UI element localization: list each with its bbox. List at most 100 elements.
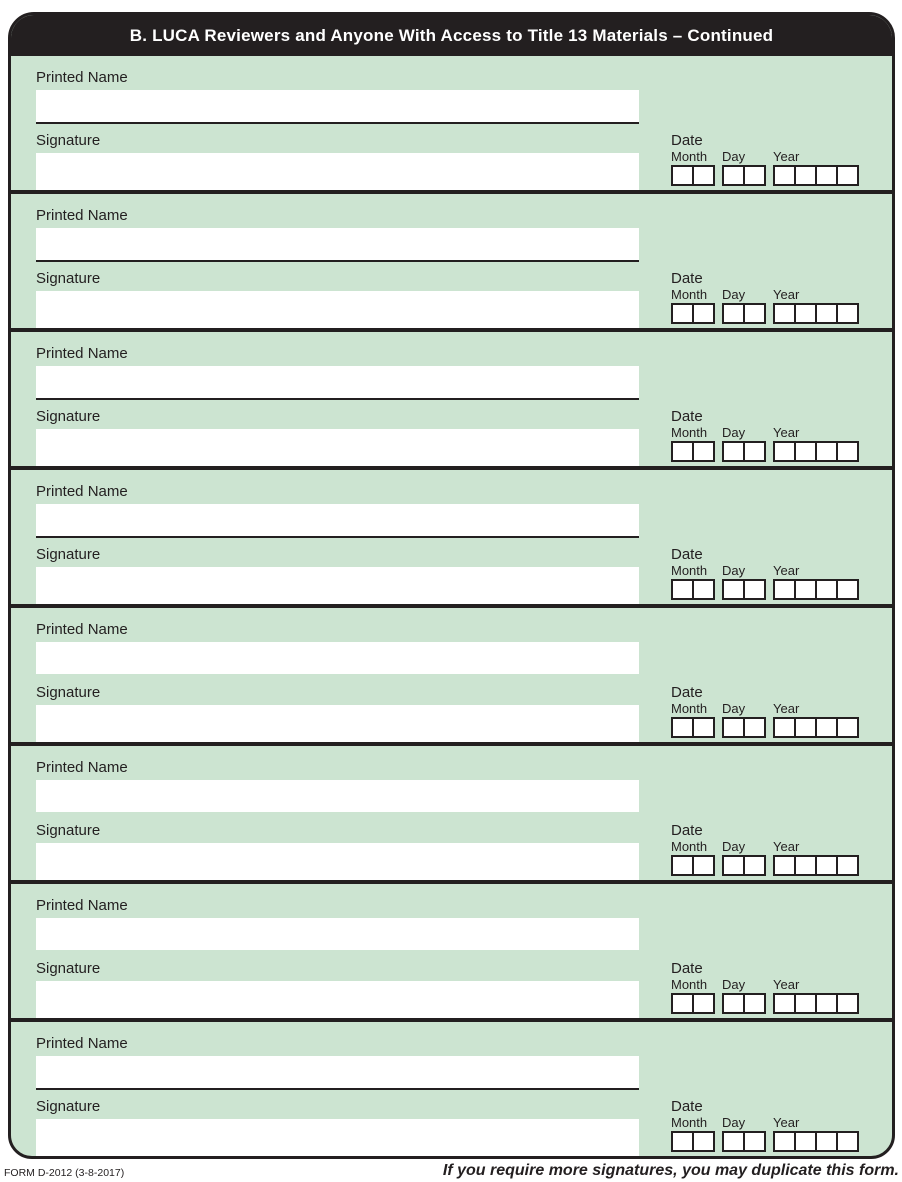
year-label: Year: [773, 149, 800, 164]
month-digit-box[interactable]: [692, 303, 715, 324]
day-digit-box[interactable]: [743, 1131, 766, 1152]
year-digit-box[interactable]: [794, 441, 817, 462]
day-label: Day: [722, 149, 746, 164]
day-digit-box[interactable]: [743, 303, 766, 324]
year-digit-box[interactable]: [836, 993, 859, 1014]
month-digit-box[interactable]: [671, 1131, 694, 1152]
year-digit-box[interactable]: [794, 579, 817, 600]
month-digit-box[interactable]: [692, 855, 715, 876]
month-label: Month: [671, 839, 708, 854]
year-digit-box[interactable]: [773, 441, 796, 462]
printed-name-input[interactable]: [36, 90, 639, 124]
signature-block: Printed Name Signature Date Month Day Ye…: [11, 56, 892, 190]
printed-name-label: Printed Name: [36, 897, 128, 914]
year-digit-box[interactable]: [815, 993, 838, 1014]
signature-input[interactable]: [36, 843, 639, 880]
year-digit-box[interactable]: [815, 579, 838, 600]
signature-input[interactable]: [36, 429, 639, 466]
year-digit-box[interactable]: [815, 855, 838, 876]
day-digit-box[interactable]: [743, 993, 766, 1014]
month-digit-box[interactable]: [671, 303, 694, 324]
year-digit-box[interactable]: [836, 717, 859, 738]
month-digit-box[interactable]: [692, 441, 715, 462]
signature-input[interactable]: [36, 981, 639, 1018]
year-digit-box[interactable]: [815, 303, 838, 324]
printed-name-input[interactable]: [36, 642, 639, 674]
year-digit-box[interactable]: [836, 1131, 859, 1152]
year-digit-box[interactable]: [815, 717, 838, 738]
year-digit-box[interactable]: [794, 165, 817, 186]
day-digit-box[interactable]: [722, 1131, 745, 1152]
year-digit-box[interactable]: [836, 579, 859, 600]
day-digit-box[interactable]: [743, 717, 766, 738]
year-digit-box[interactable]: [815, 1131, 838, 1152]
month-digit-box[interactable]: [671, 441, 694, 462]
date-label: Date: [671, 822, 703, 839]
year-group: Year: [773, 425, 859, 462]
month-digit-box[interactable]: [692, 1131, 715, 1152]
date-label: Date: [671, 1098, 703, 1115]
month-digit-box[interactable]: [671, 993, 694, 1014]
month-digit-box[interactable]: [671, 165, 694, 186]
printed-name-input[interactable]: [36, 780, 639, 812]
month-digit-box[interactable]: [692, 165, 715, 186]
month-label: Month: [671, 425, 708, 440]
year-digit-box[interactable]: [773, 1131, 796, 1152]
month-digit-box[interactable]: [671, 855, 694, 876]
year-digit-box[interactable]: [773, 303, 796, 324]
day-digit-box[interactable]: [722, 579, 745, 600]
year-label: Year: [773, 1115, 800, 1130]
printed-name-label: Printed Name: [36, 621, 128, 638]
month-digit-box[interactable]: [671, 579, 694, 600]
month-digit-box[interactable]: [692, 579, 715, 600]
year-digit-box[interactable]: [794, 717, 817, 738]
year-digit-box[interactable]: [836, 855, 859, 876]
signature-input[interactable]: [36, 291, 639, 328]
year-digit-box[interactable]: [773, 855, 796, 876]
day-digit-box[interactable]: [743, 441, 766, 462]
month-digit-box[interactable]: [692, 993, 715, 1014]
printed-name-input[interactable]: [36, 918, 639, 950]
day-digit-box[interactable]: [722, 855, 745, 876]
year-digit-box[interactable]: [794, 1131, 817, 1152]
year-digit-box[interactable]: [815, 441, 838, 462]
day-digit-box[interactable]: [722, 993, 745, 1014]
date-label: Date: [671, 132, 703, 149]
day-digit-box[interactable]: [743, 579, 766, 600]
year-digit-box[interactable]: [773, 165, 796, 186]
day-digit-box[interactable]: [743, 855, 766, 876]
month-digit-box[interactable]: [692, 717, 715, 738]
printed-name-input[interactable]: [36, 366, 639, 400]
year-digit-box[interactable]: [794, 993, 817, 1014]
year-digit-box[interactable]: [815, 165, 838, 186]
year-digit-box[interactable]: [773, 717, 796, 738]
date-label: Date: [671, 408, 703, 425]
signature-label: Signature: [36, 546, 101, 563]
signature-input[interactable]: [36, 153, 639, 190]
month-digit-box[interactable]: [671, 717, 694, 738]
day-digit-box[interactable]: [722, 165, 745, 186]
year-digit-box[interactable]: [794, 855, 817, 876]
signature-input[interactable]: [36, 1119, 639, 1156]
printed-name-input[interactable]: [36, 504, 639, 538]
date-section: Date Month Day Year: [671, 822, 881, 876]
day-digit-box[interactable]: [722, 441, 745, 462]
day-digit-box[interactable]: [743, 165, 766, 186]
printed-name-input[interactable]: [36, 228, 639, 262]
month-label: Month: [671, 701, 708, 716]
month-group: Month: [671, 1115, 715, 1152]
year-digit-box[interactable]: [773, 993, 796, 1014]
year-digit-box[interactable]: [836, 165, 859, 186]
month-label: Month: [671, 977, 708, 992]
day-digit-box[interactable]: [722, 717, 745, 738]
year-digit-box[interactable]: [794, 303, 817, 324]
date-label: Date: [671, 960, 703, 977]
year-digit-box[interactable]: [836, 441, 859, 462]
signature-block: Printed Name Signature Date Month Day Ye…: [11, 190, 892, 328]
printed-name-input[interactable]: [36, 1056, 639, 1090]
day-digit-box[interactable]: [722, 303, 745, 324]
year-digit-box[interactable]: [836, 303, 859, 324]
signature-input[interactable]: [36, 567, 639, 604]
year-digit-box[interactable]: [773, 579, 796, 600]
signature-input[interactable]: [36, 705, 639, 742]
